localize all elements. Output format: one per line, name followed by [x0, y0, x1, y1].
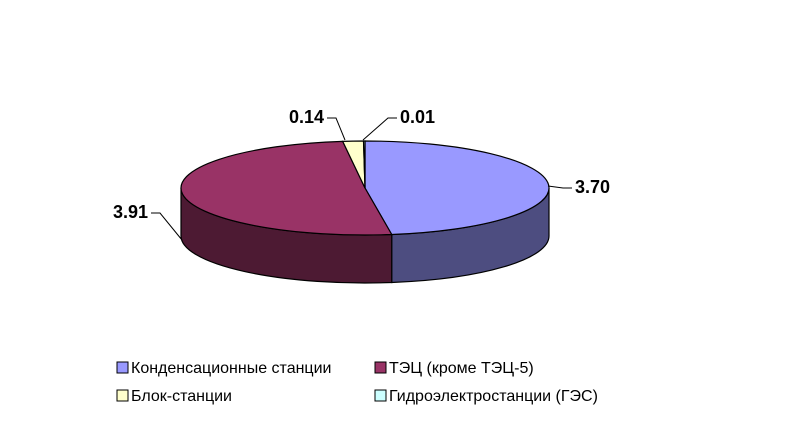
slice [362, 140, 366, 189]
leader-line [362, 117, 397, 141]
legend-swatch [116, 361, 129, 374]
leader-line [151, 212, 183, 241]
value-label: 3.91 [113, 202, 148, 222]
legend-swatch [116, 389, 129, 402]
value-label: 0.14 [289, 107, 324, 127]
slice [180, 140, 393, 236]
value-label: 3.70 [575, 177, 610, 197]
legend-label: Конденсационные станции [131, 360, 331, 377]
legend-swatch [374, 389, 387, 402]
legend-label: Гидроэлектростанции (ГЭС) [389, 388, 598, 405]
value-label: 0.01 [400, 107, 435, 127]
legend-label: Блок-станции [131, 388, 232, 405]
leader-line [327, 117, 346, 141]
legend-swatch [374, 361, 387, 374]
slice [364, 140, 550, 236]
leader-line [547, 185, 572, 189]
legend-label: ТЭЦ (кроме ТЭЦ-5) [389, 360, 534, 377]
